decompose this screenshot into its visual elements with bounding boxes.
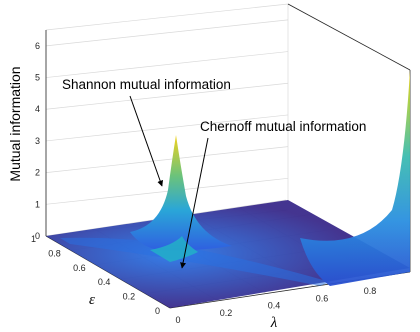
y-tick-label: 0 bbox=[155, 306, 160, 316]
x-tick-label: 0.2 bbox=[220, 308, 233, 318]
z-gridline bbox=[45, 82, 289, 110]
z-axis-ticks: 0 1 2 3 4 5 6 bbox=[35, 41, 40, 241]
x-tick-label: 0.8 bbox=[364, 286, 377, 296]
z-tick-label: 6 bbox=[35, 41, 40, 51]
y-tick-label: 0.6 bbox=[73, 263, 86, 273]
x-tick-label: 0.4 bbox=[268, 301, 281, 311]
surface-ridge-band bbox=[60, 237, 330, 286]
surface bbox=[46, 70, 410, 308]
arrow-shannon bbox=[129, 95, 164, 187]
z-axis-label: Mutual information bbox=[7, 66, 23, 181]
z-tick-label: 1 bbox=[35, 199, 40, 209]
x-tick-label: 0 bbox=[175, 315, 180, 325]
z-gridline bbox=[45, 19, 289, 47]
arrow-chernoff bbox=[180, 137, 209, 269]
z-tick-label: 3 bbox=[35, 136, 40, 146]
z-tick-label: 0 bbox=[35, 231, 40, 241]
z-tick-label: 2 bbox=[35, 168, 40, 178]
y-tick-label: 0.8 bbox=[48, 248, 61, 258]
z-gridline bbox=[45, 177, 289, 205]
y-axis-label: ε bbox=[89, 292, 95, 308]
surface-right-wall bbox=[300, 70, 410, 286]
annotation-chernoff: Chernoff mutual information bbox=[200, 119, 366, 134]
y-tick-label: 0.2 bbox=[123, 292, 136, 302]
y-tick-label: 0.4 bbox=[98, 277, 111, 287]
y-tick-label: 1 bbox=[31, 234, 36, 244]
z-gridline bbox=[45, 51, 289, 78]
annotation-shannon: Shannon mutual information bbox=[62, 77, 231, 92]
shannon-peak bbox=[130, 135, 232, 251]
z-gridline bbox=[45, 146, 289, 173]
chernoff-ridge bbox=[150, 236, 198, 262]
y-axis-ticks: 0 0.2 0.4 0.6 0.8 1 bbox=[31, 234, 160, 316]
x-axis-label: λ bbox=[270, 315, 278, 331]
z-tick-label: 5 bbox=[35, 73, 40, 83]
z-tick-label: 4 bbox=[35, 104, 40, 114]
x-axis-ticks: 0 0.2 0.4 0.6 0.8 bbox=[175, 286, 376, 325]
z-gridline bbox=[45, 114, 289, 142]
x-tick-label: 0.6 bbox=[316, 293, 329, 303]
